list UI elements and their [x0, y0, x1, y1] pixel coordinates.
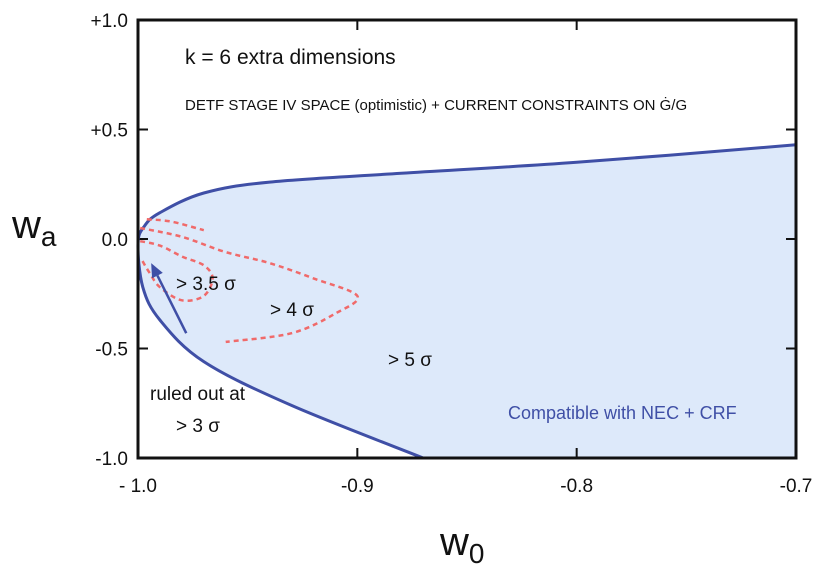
annotation-4-sigma: > 4 σ [270, 300, 314, 321]
x-tick-label-3: -0.7 [780, 476, 813, 497]
x-axis-label-main: w [439, 520, 469, 564]
ruled-out-label-line2: > 3 σ [176, 416, 220, 437]
x-tick-label-0: - 1.0 [119, 476, 157, 497]
x-axis-label-sub: 0 [469, 538, 485, 567]
y-tick-label-1: +0.5 [90, 121, 128, 142]
series-line-2 [139, 226, 360, 344]
ruled-out-arrow-head [151, 263, 163, 279]
y-tick-label-2: 0.0 [102, 230, 128, 251]
y-axis-label-main: w [11, 203, 41, 247]
annotation-5-sigma: > 5 σ [388, 350, 432, 371]
tick-labels: - 1.0 -0.9 -0.8 -0.7 +1.0 +0.5 0.0 -0.5 -1.0 [90, 11, 812, 497]
plot-frame [136, 18, 798, 460]
x-tick-label-2: -0.8 [560, 476, 593, 497]
y-axis-label-sub: a [41, 221, 57, 252]
y-tick-label-3: -0.5 [95, 340, 128, 361]
compatible-region [137, 144, 797, 459]
annotation-compatible: Compatible with NEC + CRF [508, 403, 737, 423]
x-axis-label: w0 [439, 520, 484, 567]
series-layer [136, 143, 797, 460]
series-line-0 [136, 143, 797, 460]
series-line-1 [139, 239, 214, 303]
y-axis-label: wa [11, 203, 57, 252]
x-tick-label-1: -0.9 [341, 476, 374, 497]
chart-title: k = 6 extra dimensions [185, 46, 396, 69]
annotation-3-5-sigma: > 3.5 σ [176, 274, 236, 295]
y-tick-label-4: -1.0 [95, 449, 128, 470]
ruled-out-label-line1: ruled out at [150, 384, 246, 405]
ruled-out-arrow-line [156, 275, 188, 334]
chart-subtitle: DETF STAGE IV SPACE (optimistic) + CURRE… [185, 96, 687, 114]
y-tick-label-0: +1.0 [90, 11, 128, 32]
